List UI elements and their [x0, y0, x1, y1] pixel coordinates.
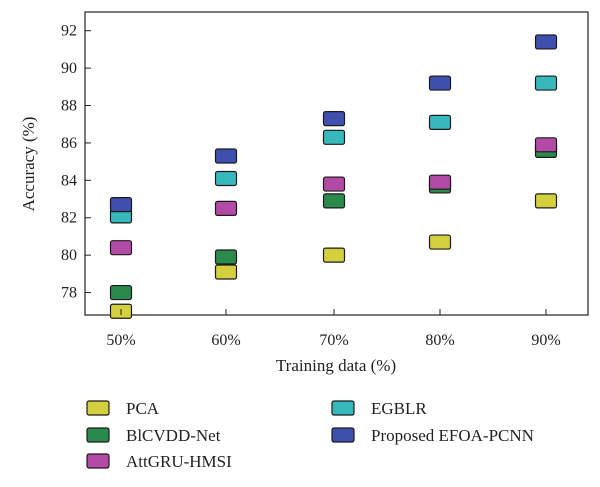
point-proposed-efoa-pcnn	[214, 148, 238, 164]
point-egblr	[534, 75, 558, 91]
point-egblr	[428, 114, 452, 130]
y-axis-ticks: 78 80 82 84 86 88 90 92	[61, 23, 91, 302]
point-attgru-hmsi	[109, 240, 133, 256]
y-tick-label: 80	[61, 247, 77, 264]
point-pca	[534, 193, 558, 209]
y-tick-label: 84	[61, 172, 77, 189]
x-tick-label: 90%	[531, 332, 560, 349]
point-blcvdd-net	[109, 284, 133, 301]
point-proposed-efoa-pcnn	[322, 111, 346, 127]
y-tick-label: 90	[61, 60, 77, 77]
x-tick-label: 70%	[319, 332, 348, 349]
point-attgru-hmsi	[214, 200, 238, 216]
legend-label-blcvdd-net: BlCVDD-Net	[126, 426, 221, 445]
point-attgru-hmsi	[534, 137, 558, 153]
x-axis-ticks: 50% 60% 70% 80% 90%	[106, 309, 561, 349]
point-proposed-efoa-pcnn	[428, 75, 452, 91]
point-pca	[214, 264, 238, 280]
legend-label-attgru-hmsi: AttGRU-HMSI	[126, 452, 232, 471]
x-tick-label: 60%	[211, 332, 240, 349]
legend-swatch-proposed-efoa-pcnn	[331, 427, 355, 443]
y-tick-label: 92	[61, 23, 77, 40]
point-blcvdd-net	[214, 249, 238, 265]
point-attgru-hmsi	[322, 176, 346, 192]
legend-label-pca: PCA	[126, 399, 160, 418]
legend-swatch-attgru-hmsi	[86, 453, 110, 469]
legend-swatch-blcvdd-net	[86, 427, 110, 443]
y-tick-label: 86	[61, 135, 77, 152]
legend-swatch-pca	[86, 400, 110, 416]
y-tick-label: 78	[61, 285, 77, 302]
x-axis-title: Training data (%)	[276, 356, 396, 375]
point-egblr	[214, 170, 238, 187]
point-proposed-efoa-pcnn	[534, 34, 558, 50]
plot-frame	[84, 11, 589, 316]
x-tick-label: 80%	[425, 332, 454, 349]
legend-swatch-egblr	[331, 400, 355, 416]
y-tick-label: 82	[61, 210, 77, 227]
point-proposed-efoa-pcnn	[109, 197, 133, 213]
point-pca	[428, 234, 452, 250]
point-attgru-hmsi	[428, 174, 452, 190]
x-tick-label: 50%	[106, 332, 135, 349]
y-axis-title: Accuracy (%)	[19, 117, 38, 212]
legend: PCA BlCVDD-Net AttGRU-HMSI EGBLR Proposed EF…	[86, 399, 534, 471]
legend-label-egblr: EGBLR	[371, 399, 427, 418]
point-pca	[322, 247, 346, 263]
point-blcvdd-net	[322, 193, 346, 209]
point-egblr	[322, 129, 346, 145]
data-marks	[109, 34, 558, 319]
y-tick-label: 88	[61, 98, 77, 115]
legend-label-proposed-efoa-pcnn: Proposed EFOA-PCNN	[371, 426, 534, 445]
